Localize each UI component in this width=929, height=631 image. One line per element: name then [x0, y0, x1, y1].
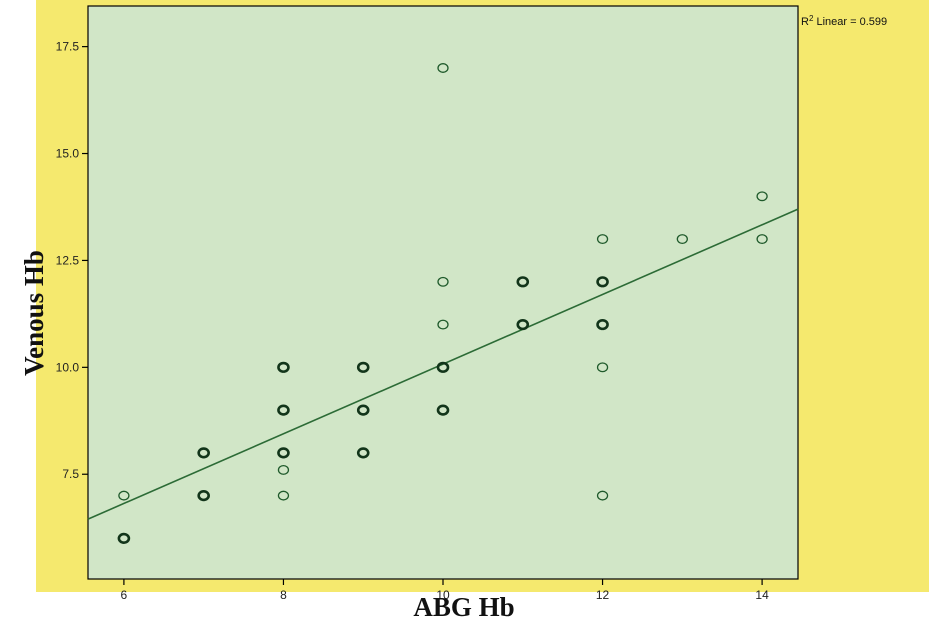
data-point — [197, 447, 210, 459]
data-point — [596, 490, 609, 501]
y-tick-label: 10.0 — [56, 360, 80, 374]
data-points — [117, 63, 768, 544]
data-point — [277, 490, 290, 501]
data-point — [756, 191, 768, 202]
r2-linear-label: R2 Linear = 0.599 — [801, 14, 887, 28]
plot-area — [87, 5, 799, 580]
x-tick-label: 14 — [755, 588, 769, 602]
data-point — [596, 318, 609, 331]
x-tick-label: 8 — [280, 588, 287, 602]
y-tick-label: 7.5 — [62, 467, 79, 481]
x-tick-label: 10 — [436, 588, 450, 602]
data-point — [117, 532, 131, 544]
data-point — [516, 276, 530, 288]
y-axis-title: Venous Hb — [19, 250, 49, 376]
data-point — [437, 276, 449, 287]
y-tick-label: 17.5 — [56, 40, 80, 54]
data-point — [596, 362, 609, 373]
data-point — [277, 361, 290, 373]
data-point — [437, 63, 449, 73]
data-point — [437, 319, 449, 330]
data-point — [356, 361, 370, 373]
data-point — [277, 447, 290, 459]
data-point — [277, 465, 290, 475]
data-point — [436, 361, 450, 373]
data-point — [277, 404, 290, 416]
x-tick-label: 12 — [596, 588, 610, 602]
x-axis-title: ABG Hb — [413, 592, 514, 622]
x-tick-label: 6 — [121, 588, 128, 602]
data-point — [118, 490, 130, 501]
axes: 7.5 10.0 12.5 15.0 17.5 6 8 10 12 14 — [56, 40, 769, 602]
y-tick-label: 15.0 — [56, 147, 80, 161]
data-point — [356, 447, 370, 459]
data-point — [197, 490, 210, 502]
data-point — [596, 276, 609, 288]
data-point — [676, 234, 688, 244]
data-point — [356, 404, 370, 416]
data-point — [596, 234, 609, 244]
y-tick-label: 12.5 — [56, 253, 80, 267]
data-point — [436, 404, 450, 416]
data-point — [756, 234, 768, 244]
data-point — [516, 318, 530, 331]
